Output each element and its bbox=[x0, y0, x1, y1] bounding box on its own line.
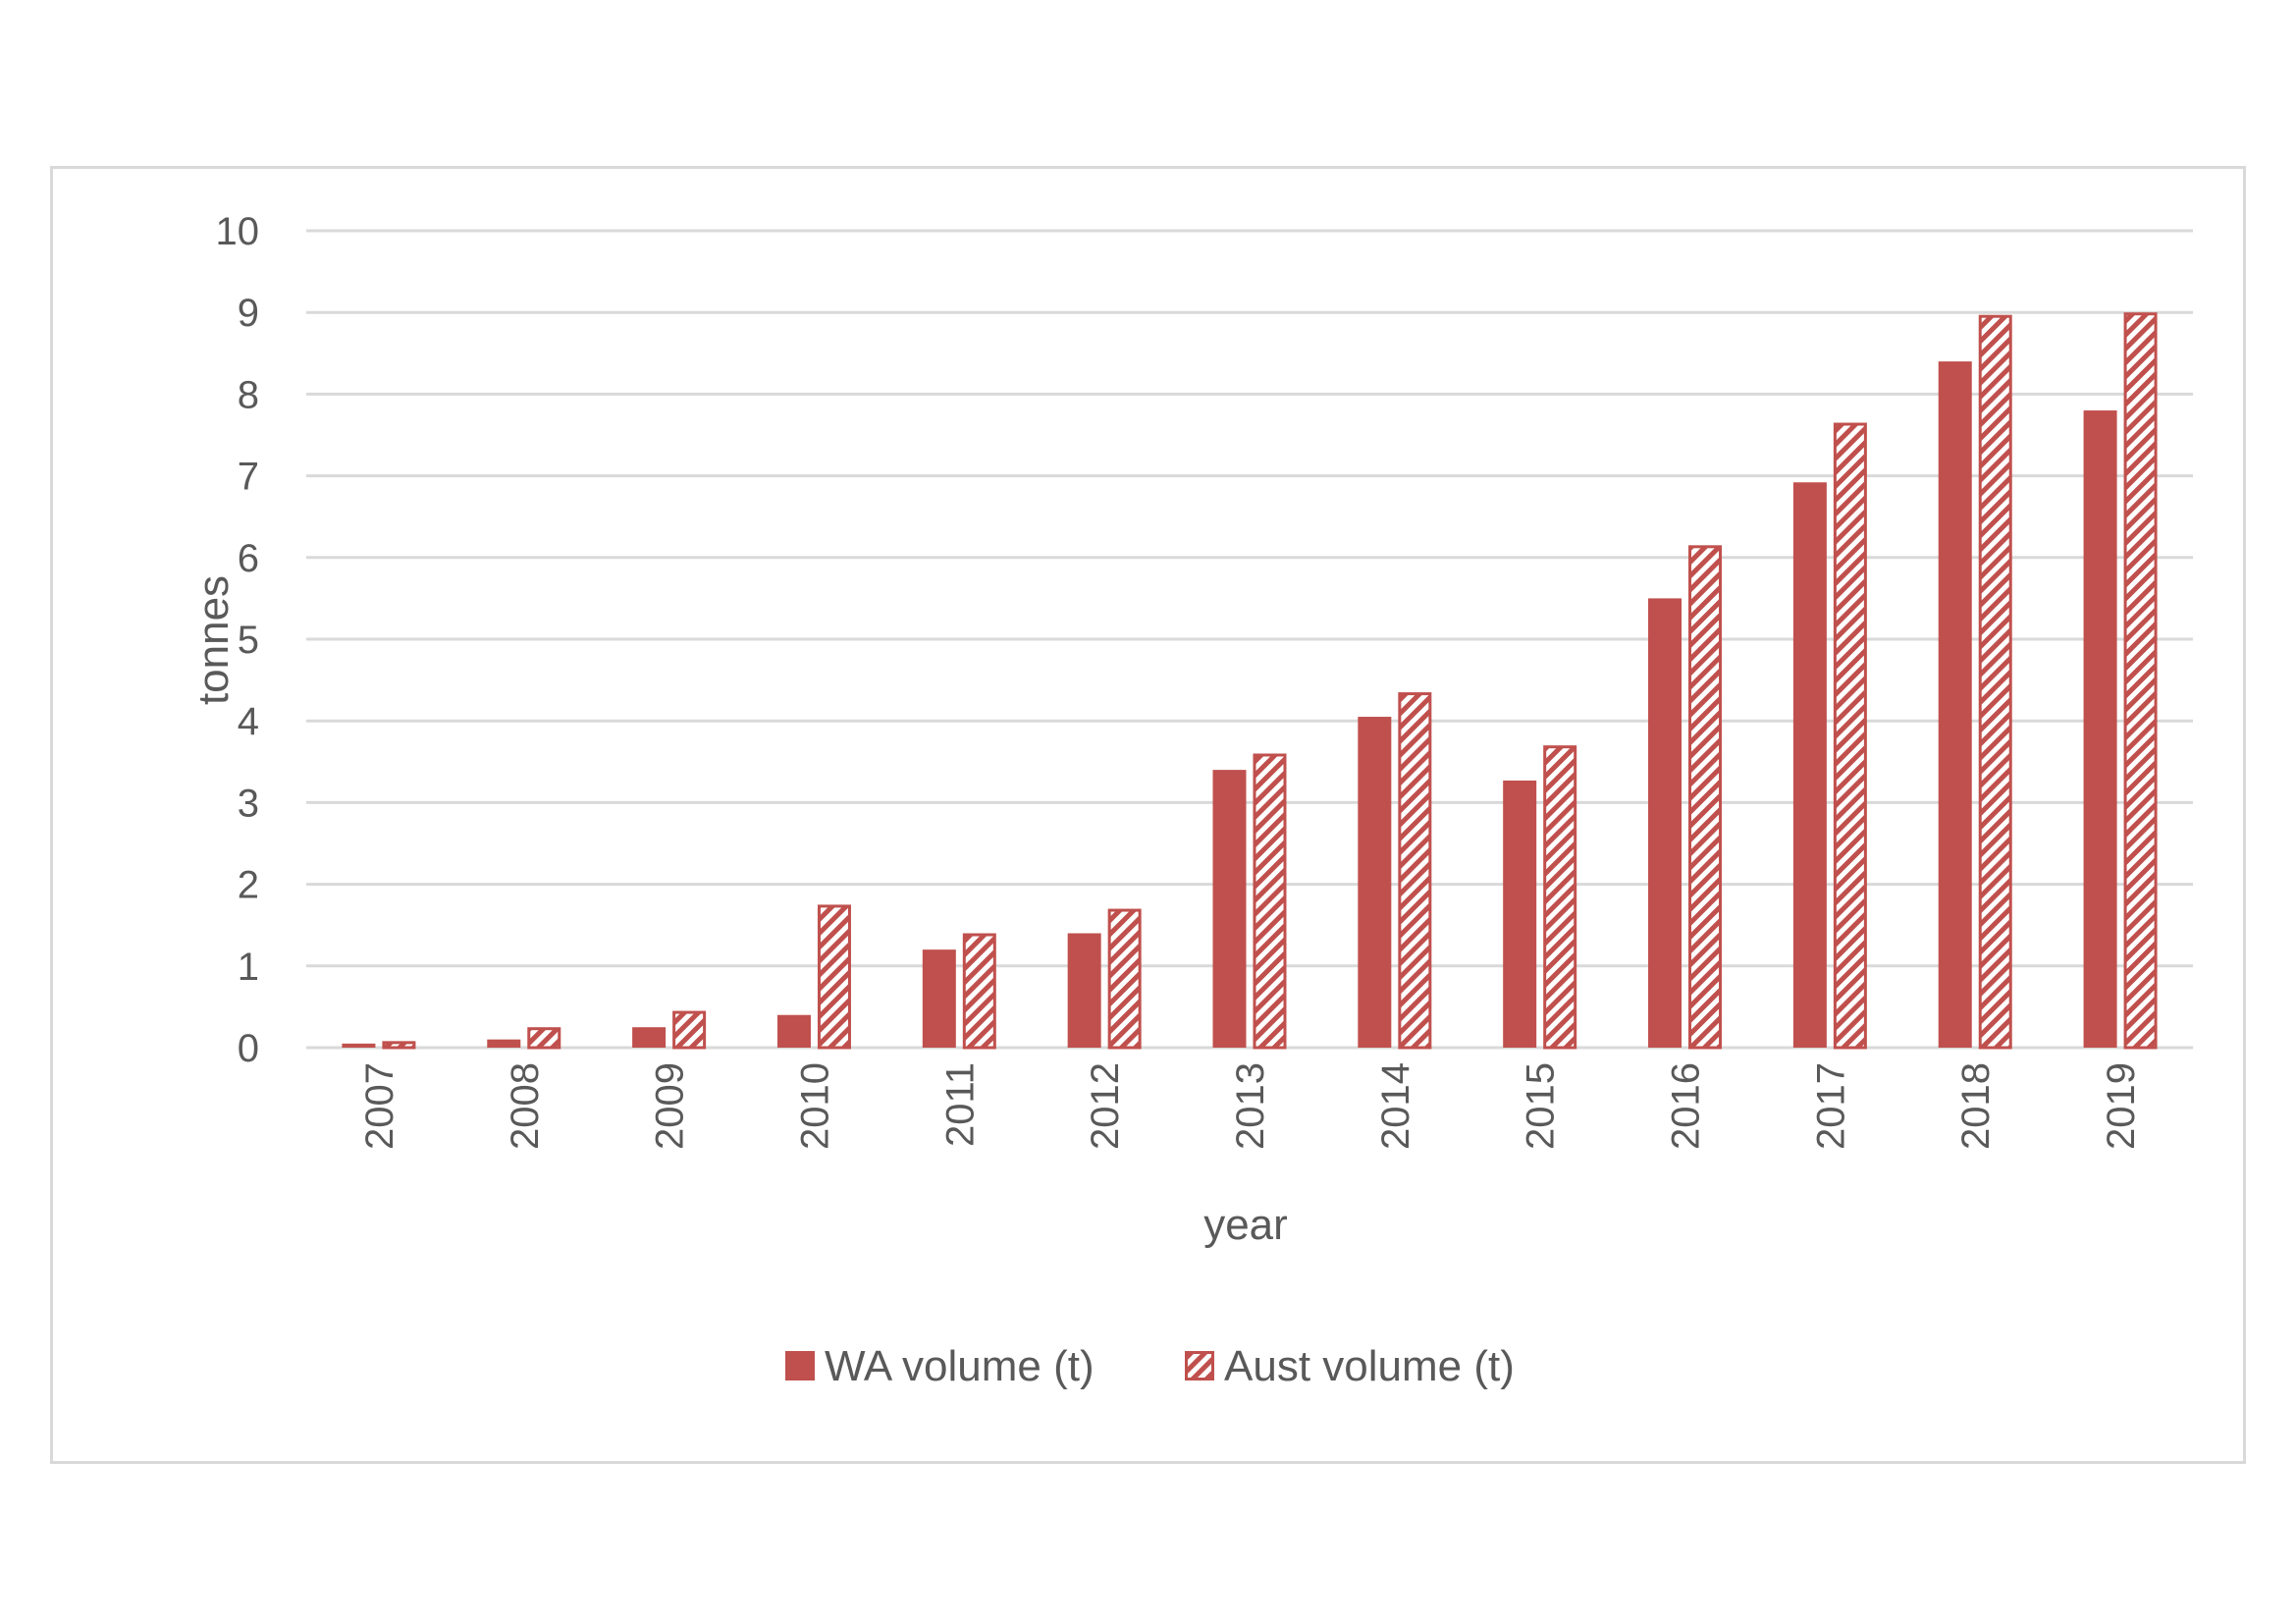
bar-aust-2011 bbox=[962, 933, 996, 1050]
bar-wa-2016 bbox=[1648, 598, 1682, 1048]
y-tick-label: 0 bbox=[238, 1027, 259, 1070]
bar-wa-2015 bbox=[1503, 780, 1537, 1048]
y-tick-label: 5 bbox=[238, 619, 259, 662]
gridlines bbox=[306, 229, 2193, 1050]
bar-wa-2009 bbox=[632, 1027, 667, 1048]
bar-wa-2014 bbox=[1358, 717, 1392, 1048]
x-tick-label: 2009 bbox=[649, 1062, 692, 1150]
y-tick-label: 6 bbox=[238, 537, 259, 580]
x-tick-label: 2010 bbox=[793, 1062, 836, 1150]
bar-aust-2014 bbox=[1398, 692, 1432, 1050]
y-tick-label: 7 bbox=[238, 456, 259, 499]
x-tick-label: 2017 bbox=[1809, 1062, 1852, 1150]
y-axis-ticks: 0 1 2 3 4 5 6 7 8 9 10 bbox=[216, 210, 260, 1070]
legend-swatch-wa bbox=[785, 1351, 815, 1380]
bar-wa-2012 bbox=[1067, 933, 1101, 1048]
bar-aust-2018 bbox=[1978, 314, 2012, 1050]
y-axis-title: tonnes bbox=[189, 575, 238, 705]
y-tick-label: 10 bbox=[216, 210, 260, 253]
x-axis-ticks: 2007 2008 2009 2010 2011 2012 2013 2014 2015 2016… bbox=[358, 1062, 2143, 1150]
bar-aust-2010 bbox=[817, 904, 851, 1050]
y-tick-label: 4 bbox=[238, 700, 259, 743]
legend-label: WA volume (t) bbox=[825, 1342, 1095, 1390]
bar-aust-2019 bbox=[2123, 312, 2158, 1050]
x-tick-label: 2011 bbox=[938, 1062, 982, 1147]
bar-wa-2013 bbox=[1212, 770, 1247, 1048]
chart-frame: 0 1 2 3 4 5 6 7 8 9 10 2007 2008 2009 2010 2011 2012 201… bbox=[50, 166, 2246, 1464]
bars bbox=[342, 312, 2158, 1050]
x-axis-title: year bbox=[1203, 1201, 1288, 1249]
x-tick-label: 2019 bbox=[2100, 1062, 2143, 1150]
bar-wa-2007 bbox=[342, 1043, 376, 1048]
bar-wa-2019 bbox=[2083, 410, 2117, 1048]
bar-aust-2008 bbox=[527, 1027, 561, 1050]
y-tick-label: 9 bbox=[238, 292, 259, 335]
legend-label: Aust volume (t) bbox=[1224, 1342, 1515, 1390]
bar-aust-2012 bbox=[1107, 908, 1142, 1050]
x-tick-label: 2008 bbox=[504, 1062, 547, 1150]
y-tick-label: 3 bbox=[238, 782, 259, 825]
x-tick-label: 2018 bbox=[1954, 1062, 1998, 1150]
legend: WA volume (t) Aust volume (t) bbox=[785, 1342, 1515, 1390]
x-tick-label: 2012 bbox=[1084, 1062, 1127, 1150]
bar-aust-2017 bbox=[1833, 422, 1867, 1050]
x-tick-label: 2007 bbox=[358, 1062, 401, 1150]
y-tick-label: 1 bbox=[238, 946, 259, 989]
bar-wa-2018 bbox=[1938, 361, 1972, 1048]
x-tick-label: 2013 bbox=[1229, 1062, 1272, 1150]
bar-wa-2011 bbox=[922, 949, 956, 1048]
y-tick-label: 8 bbox=[238, 373, 259, 416]
bar-aust-2015 bbox=[1543, 745, 1577, 1050]
bar-wa-2010 bbox=[776, 1014, 811, 1048]
bar-wa-2017 bbox=[1792, 482, 1827, 1049]
x-tick-label: 2015 bbox=[1520, 1062, 1563, 1150]
bar-aust-2009 bbox=[672, 1010, 707, 1050]
y-tick-label: 2 bbox=[238, 864, 259, 907]
legend-swatch-aust bbox=[1185, 1351, 1214, 1380]
bar-aust-2013 bbox=[1253, 753, 1287, 1050]
bar-wa-2008 bbox=[487, 1039, 521, 1048]
x-tick-label: 2016 bbox=[1665, 1062, 1708, 1150]
x-tick-label: 2014 bbox=[1374, 1062, 1417, 1150]
bar-chart: 0 1 2 3 4 5 6 7 8 9 10 2007 2008 2009 2010 2011 2012 201… bbox=[189, 210, 2193, 1390]
bar-aust-2007 bbox=[382, 1041, 416, 1050]
bar-aust-2016 bbox=[1688, 545, 1723, 1050]
